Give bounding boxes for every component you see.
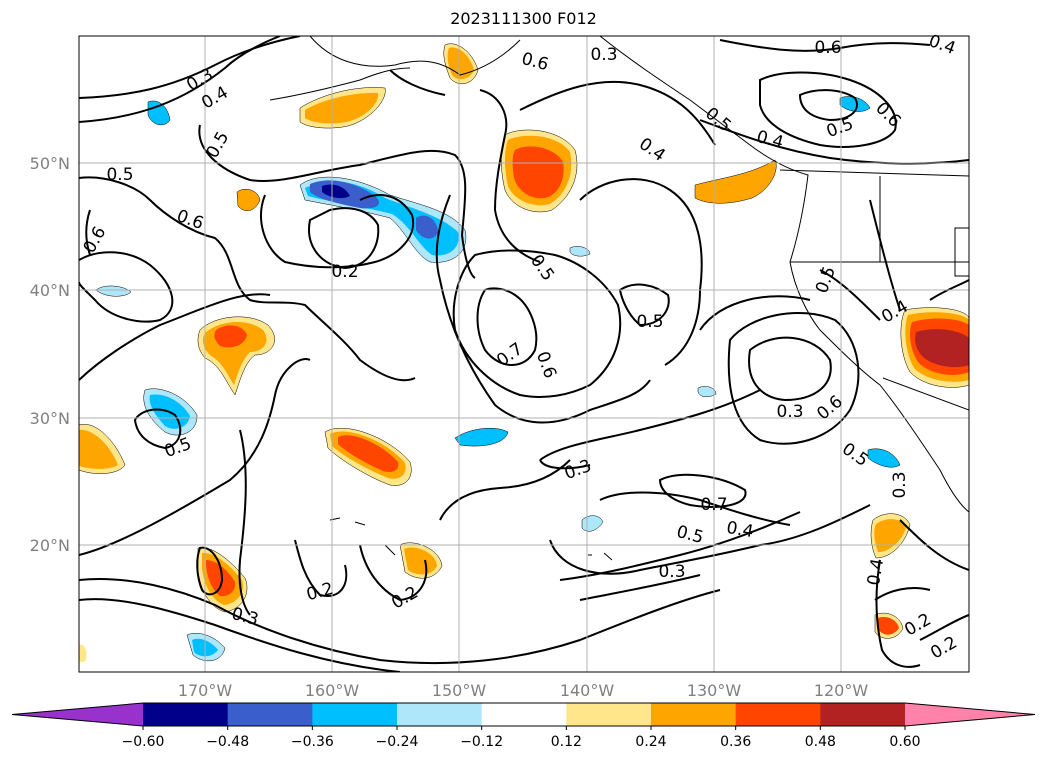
contour-label: 0.5	[674, 522, 705, 548]
contour-label: 0.5	[824, 114, 856, 142]
lat-label: 30°N	[30, 409, 70, 428]
contour-label: 0.3	[590, 45, 617, 65]
contour-label: 0.3	[658, 562, 685, 582]
colorbar-tick-label: −0.24	[376, 734, 419, 750]
coastlines	[269, 36, 969, 561]
negative-anomaly-shading	[95, 96, 901, 662]
contour-label: 0.4	[635, 134, 669, 166]
contour-label: 0.6	[532, 349, 560, 381]
contour-label: 0.5	[162, 434, 194, 462]
contour-label: 0.6	[814, 38, 841, 58]
colorbar-extend-high	[905, 703, 1035, 726]
contour-label: 0.4	[864, 557, 888, 587]
contour-label: 0.5	[106, 165, 133, 185]
colorbar-segment	[312, 703, 398, 726]
colorbar-segment	[143, 703, 229, 726]
contour-label: 0.2	[927, 633, 960, 664]
lat-label: 50°N	[30, 154, 70, 173]
lon-label: 120°W	[814, 681, 869, 700]
contour-label: 0.6	[519, 49, 550, 75]
contour-label: 0.7	[700, 495, 727, 515]
contour-label: 0.7	[493, 339, 527, 371]
contour-label: 0.5	[838, 439, 872, 471]
contour-label: 0.2	[304, 579, 335, 605]
contour-label: 0.3	[229, 604, 260, 630]
colorbar-segment	[397, 703, 483, 726]
colorbar-tick-label: −0.60	[122, 734, 165, 750]
contour-label: 0.6	[174, 206, 206, 234]
graticule	[79, 36, 969, 672]
positive-anomaly-shading	[79, 43, 969, 663]
contour-label: 0.3	[776, 402, 803, 422]
lon-label: 150°W	[432, 681, 487, 700]
contour-label: 0.2	[331, 262, 358, 282]
contour-label: 0.6	[871, 98, 904, 131]
map-title: 2023111300 F012	[450, 9, 597, 28]
contour-label: 0.3	[562, 456, 594, 484]
plot-frame	[78, 35, 970, 673]
contour-label: 0.5	[636, 312, 663, 332]
colorbar-segment	[481, 703, 567, 726]
lon-label: 130°W	[687, 681, 742, 700]
colorbar-tick-label: −0.48	[206, 734, 249, 750]
colorbar: −0.60 −0.48 −0.36 −0.24 −0.12 0.12 0.24 0.36 0.4…	[11, 702, 1036, 750]
contour-label: 0.4	[926, 31, 958, 59]
contour-label: 0.2	[388, 583, 421, 614]
colorbar-segment	[227, 703, 313, 726]
contour-label: 0.5	[203, 128, 234, 161]
colorbar-segment	[735, 703, 821, 726]
colorbar-extend-low	[12, 703, 143, 726]
colorbar-tick-label: 0.24	[635, 734, 666, 750]
lon-label: 140°W	[560, 681, 615, 700]
latitude-labels: 50°N 40°N 30°N 20°N	[30, 154, 70, 555]
contour-label: 0.4	[725, 518, 755, 542]
contour-label: 0.3	[890, 471, 910, 498]
lon-label: 160°W	[305, 681, 360, 700]
contour-label: 0.5	[526, 251, 558, 285]
colorbar-segment	[820, 703, 906, 726]
lat-label: 20°N	[30, 536, 70, 555]
colorbar-segment	[566, 703, 652, 726]
colorbar-tick-label: 0.36	[720, 734, 751, 750]
colorbar-tick-label: −0.36	[291, 734, 334, 750]
colorbar-tick-label: 0.48	[805, 734, 836, 750]
lat-label: 40°N	[30, 281, 70, 300]
lon-label: 170°W	[178, 681, 233, 700]
colorbar-tick-label: 0.12	[551, 734, 582, 750]
colorbar-tick-label: 0.60	[889, 734, 920, 750]
contours	[79, 36, 969, 672]
colorbar-tick-label: −0.12	[460, 734, 503, 750]
longitude-labels: 170°W 160°W 150°W 140°W 130°W 120°W	[178, 681, 869, 700]
colorbar-segment	[651, 703, 737, 726]
shaded-fields	[79, 43, 969, 663]
contour-label: 0.5	[812, 264, 840, 296]
